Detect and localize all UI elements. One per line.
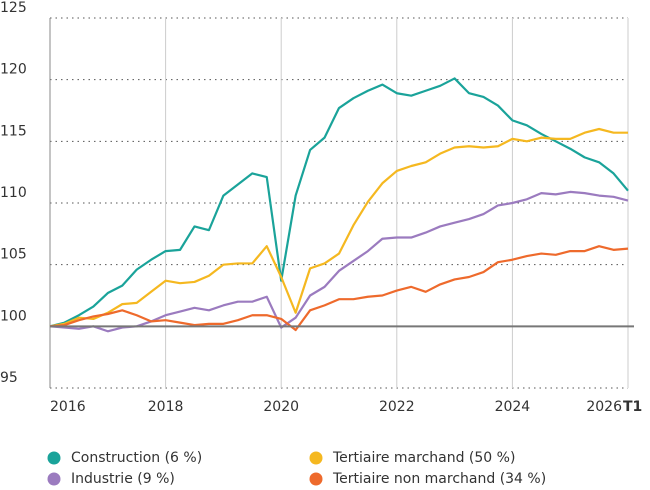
legend-marker — [309, 451, 323, 465]
series-line — [49, 245, 629, 332]
legend-label: Construction (6 %) — [71, 450, 202, 466]
x-tick-label: 2024 — [495, 399, 531, 415]
y-tick-label: 110 — [0, 185, 27, 201]
y-tick-label: 95 — [0, 370, 18, 386]
legend-marker — [47, 451, 61, 465]
series-line — [49, 77, 629, 328]
x-tick-label: 2026 — [586, 399, 622, 415]
y-tick-label: 115 — [0, 123, 27, 139]
legend-label: Industrie (9 %) — [71, 471, 175, 487]
x-tick-label: 2018 — [148, 399, 184, 415]
y-tick-label: 105 — [0, 247, 27, 263]
y-tick-label: 125 — [0, 0, 27, 16]
legend-marker — [47, 472, 61, 486]
y-tick-label: 100 — [0, 308, 27, 324]
legend-marker — [309, 472, 323, 486]
x-tick-label: 2020 — [263, 399, 299, 415]
x-tick-label: 2016 — [50, 399, 86, 415]
series-line — [49, 190, 629, 333]
x-tick-label: 2022 — [379, 399, 415, 415]
y-tick-label: 120 — [0, 62, 27, 78]
legend-label: Tertiaire marchand (50 %) — [332, 450, 515, 466]
x-tick-suffix: T1 — [623, 399, 642, 415]
legend-label: Tertiaire non marchand (34 %) — [332, 471, 546, 487]
series-line — [49, 127, 628, 328]
